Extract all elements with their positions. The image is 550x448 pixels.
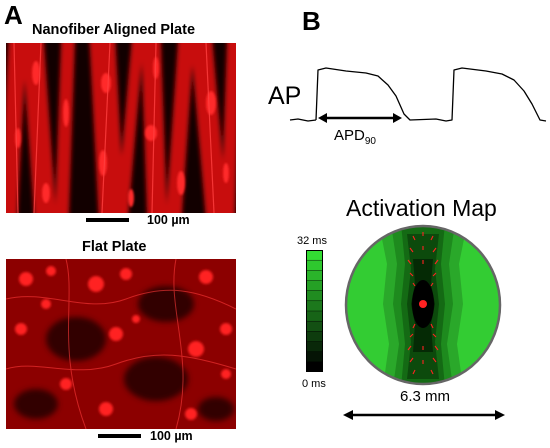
- colorbar-step: [306, 351, 323, 363]
- action-potential-trace: [289, 67, 547, 122]
- map-dimension-arrow: [343, 410, 505, 420]
- colorbar-max-label: 32 ms: [297, 235, 327, 247]
- apd90-label: APD90: [334, 127, 376, 147]
- colorbar-step: [306, 250, 323, 261]
- panel-b-letter: B: [302, 6, 321, 36]
- activation-map-title: Activation Map: [346, 195, 497, 221]
- flat-plate-micrograph: [6, 259, 236, 429]
- flat-scale-bar: [98, 434, 141, 438]
- colorbar-step: [306, 331, 323, 343]
- colorbar-step: [306, 361, 323, 372]
- aligned-scale-label: 100 µm: [147, 213, 190, 227]
- colorbar-step: [306, 270, 323, 282]
- aligned-scale-bar: [86, 218, 129, 222]
- map-dimension-label: 6.3 mm: [400, 388, 451, 405]
- aligned-plate-title: Nanofiber Aligned Plate: [32, 22, 196, 38]
- colorbar-step: [306, 259, 323, 271]
- colorbar-step: [306, 320, 323, 332]
- colorbar-step: [306, 300, 323, 312]
- ap-label: AP: [268, 82, 302, 110]
- activation-colorbar: [306, 250, 323, 372]
- aligned-plate-micrograph: [6, 43, 236, 213]
- colorbar-step: [306, 290, 323, 302]
- apd90-arrow: [318, 113, 402, 123]
- colorbar-step: [306, 310, 323, 322]
- flat-scale-label: 100 µm: [150, 429, 193, 443]
- flat-plate-title: Flat Plate: [82, 239, 147, 255]
- colorbar-min-label: 0 ms: [302, 378, 326, 390]
- colorbar-step: [306, 341, 323, 353]
- colorbar-step: [306, 280, 323, 292]
- activation-map: [344, 224, 502, 386]
- panel-a-letter: A: [4, 0, 23, 30]
